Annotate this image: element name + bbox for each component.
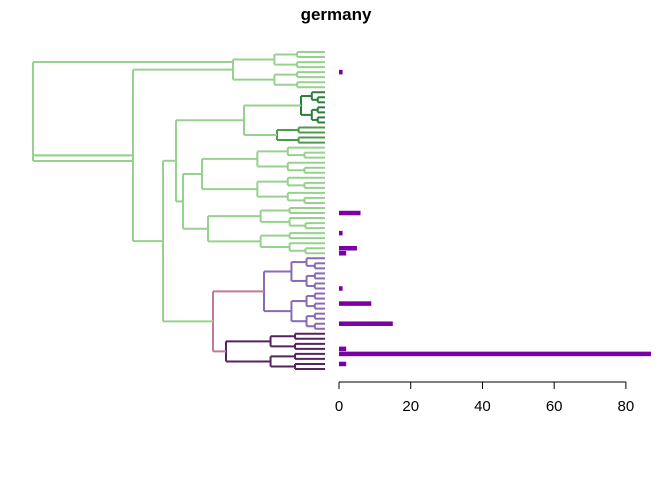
- x-tick-label: 20: [402, 398, 419, 415]
- bar-series: [339, 69, 651, 367]
- x-tick-label: 40: [474, 398, 491, 415]
- bar: [339, 69, 343, 75]
- bar: [339, 230, 343, 236]
- bar: [339, 251, 347, 256]
- bar: [339, 286, 343, 291]
- chart-title: germany: [301, 5, 372, 24]
- bar: [339, 321, 393, 326]
- bar: [339, 351, 651, 357]
- x-tick-label: 60: [546, 398, 563, 415]
- bar: [339, 210, 361, 216]
- bar: [339, 361, 347, 367]
- bar: [339, 245, 357, 251]
- bar: [339, 346, 347, 352]
- x-tick-label: 80: [618, 398, 635, 415]
- x-axis: 0 20 40 60 80: [335, 381, 635, 415]
- dendrogram: [32, 51, 325, 370]
- x-tick-label: 0: [335, 398, 343, 415]
- bar: [339, 301, 372, 306]
